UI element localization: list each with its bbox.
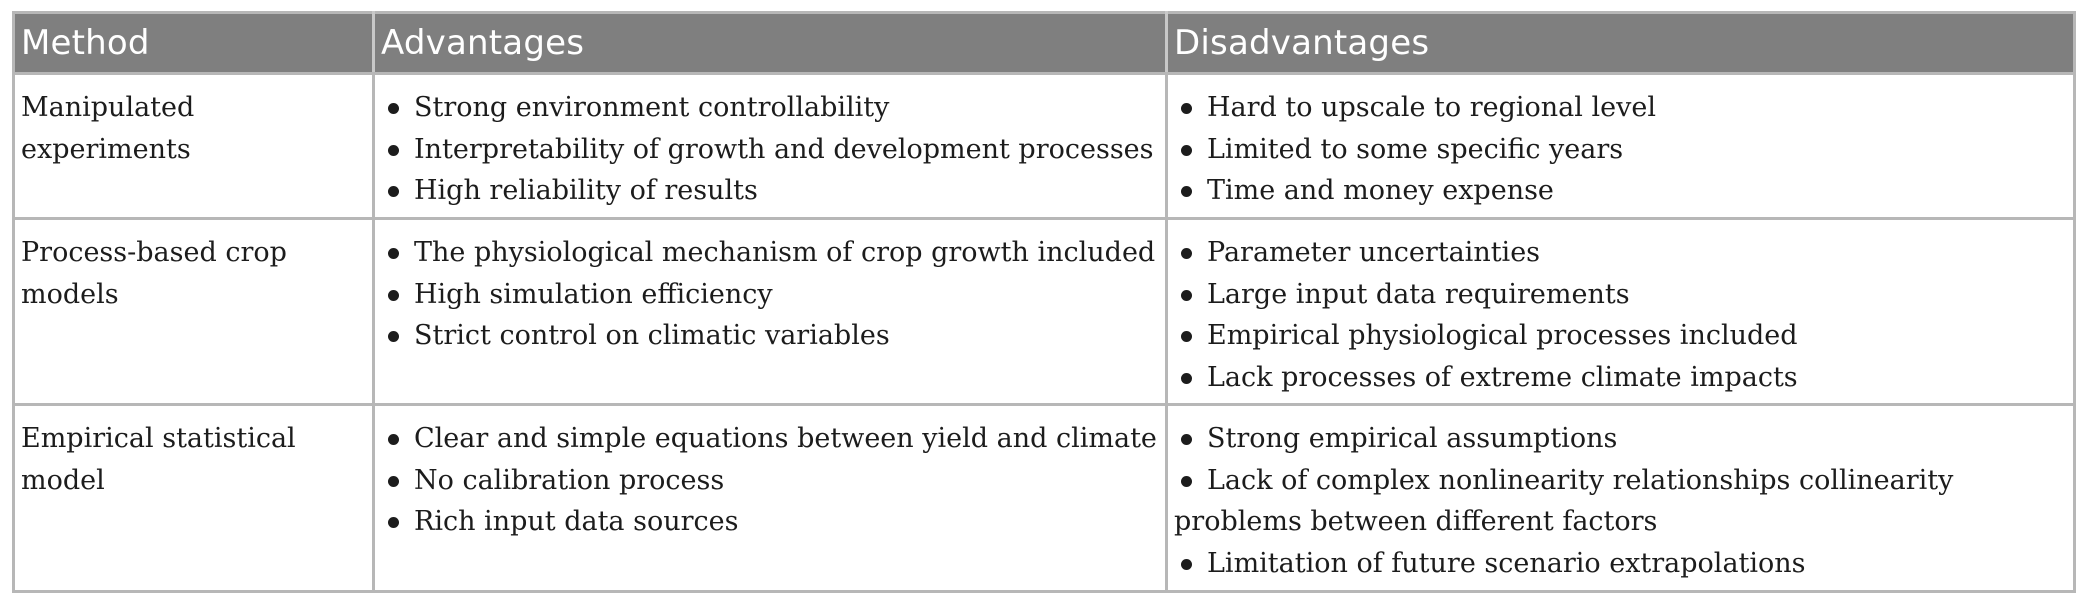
advantages-list: Strong environment controllability Inter… [381, 87, 1159, 212]
list-item: Lack of complex nonlinearity relationshi… [1174, 460, 2067, 543]
header-row: Method Advantages Disadvantages [13, 12, 2075, 75]
bullet-icon [1181, 475, 1192, 487]
list-item-text: Lack of complex nonlinearity relationshi… [1174, 464, 1954, 538]
list-item-text: Strong empirical assumptions [1207, 423, 1618, 454]
list-item-text: High simulation efficiency [414, 278, 773, 310]
disadvantages-list: Hard to upscale to regional level Limite… [1174, 87, 2067, 212]
advantages-cell: Clear and simple equations between yield… [372, 403, 1168, 593]
advantages-cell: Strong environment controllability Inter… [372, 72, 1168, 220]
list-item-text: High reliability of results [414, 175, 758, 206]
bullet-icon [1181, 289, 1192, 301]
list-item: Rich input data sources [381, 501, 1159, 543]
bullet-icon [388, 144, 399, 156]
disadvantages-cell: Hard to upscale to regional level Limite… [1165, 72, 2076, 220]
list-item-text: Strict control on climatic variables [414, 320, 890, 351]
bullet-icon [1181, 434, 1192, 445]
disadvantages-list: Strong empirical assumptions Lack of com… [1174, 418, 2067, 584]
bullet-icon [388, 103, 399, 114]
list-item: Hard to upscale to regional level [1174, 87, 2067, 129]
list-item: Time and money expense [1174, 170, 2067, 212]
list-item: Large input data requirements [1174, 274, 2067, 316]
list-item: No calibration process [381, 460, 1159, 502]
bullet-icon [388, 186, 399, 197]
list-item: High reliability of results [381, 170, 1159, 212]
list-item-text: Limitation of future scenario extrapolat… [1207, 547, 1806, 579]
list-item: The physiological mechanism of crop grow… [381, 232, 1159, 274]
list-item-text: Time and money expense [1207, 175, 1554, 206]
list-item: Lack processes of extreme climate impact… [1174, 357, 2067, 399]
disadvantages-cell: Strong empirical assumptions Lack of com… [1165, 403, 2076, 593]
list-item: Clear and simple equations between yield… [381, 418, 1159, 460]
list-item-text: Large input data requirements [1207, 278, 1630, 310]
comparison-table: Method Advantages Disadvantages Manipula… [12, 11, 2076, 593]
advantages-list: Clear and simple equations between yield… [381, 418, 1159, 543]
method-cell: Empirical statistical model [12, 403, 375, 593]
bullet-icon [388, 434, 399, 445]
list-item-text: Parameter uncertainties [1207, 237, 1541, 268]
method-cell: Process-based crop models [12, 217, 375, 406]
table-row: Process-based crop models The physiologi… [12, 217, 2076, 406]
list-item-text: Interpretability of growth and developme… [414, 133, 1154, 165]
disadvantages-cell: Parameter uncertainties Large input data… [1165, 217, 2076, 406]
list-item: Strict control on climatic variables [381, 315, 1159, 357]
list-item-text: The physiological mechanism of crop grow… [414, 237, 1156, 268]
list-item: Limitation of future scenario extrapolat… [1174, 543, 2067, 585]
list-item: Parameter uncertainties [1174, 232, 2067, 274]
list-item-text: Lack processes of extreme climate impact… [1207, 361, 1798, 393]
header-disadvantages: Disadvantages [1166, 12, 2075, 75]
disadvantages-list: Parameter uncertainties Large input data… [1174, 232, 2067, 398]
list-item: Strong empirical assumptions [1174, 418, 2067, 460]
list-item-text: Clear and simple equations between yield… [414, 423, 1157, 454]
bullet-icon [1181, 248, 1192, 259]
list-item: Strong environment controllability [381, 87, 1159, 129]
list-item-text: Empirical physiological processes includ… [1207, 320, 1798, 351]
list-item: Limited to some specific years [1174, 129, 2067, 171]
bullet-icon [388, 475, 399, 487]
list-item-text: Hard to upscale to regional level [1207, 92, 1656, 123]
table-row: Empirical statistical model Clear and si… [12, 403, 2076, 593]
list-item: High simulation efficiency [381, 274, 1159, 316]
bullet-icon [1181, 186, 1192, 197]
bullet-icon [1181, 558, 1192, 570]
header-method: Method [13, 12, 375, 75]
list-item: Empirical physiological processes includ… [1174, 315, 2067, 357]
list-item-text: Rich input data sources [414, 506, 739, 537]
list-item-text: No calibration process [414, 464, 725, 496]
list-item: Interpretability of growth and developme… [381, 129, 1159, 171]
bullet-icon [1181, 144, 1192, 156]
list-item-text: Limited to some specific years [1207, 133, 1624, 165]
list-item-text: Strong environment controllability [414, 92, 890, 123]
bullet-icon [1181, 331, 1192, 342]
bullet-icon [1181, 103, 1192, 114]
bullet-icon [1181, 372, 1192, 384]
bullet-icon [388, 331, 399, 342]
bullet-icon [388, 517, 399, 528]
advantages-cell: The physiological mechanism of crop grow… [372, 217, 1168, 406]
table-row: Manipulated experiments Strong environme… [12, 72, 2076, 220]
bullet-icon [388, 248, 399, 259]
method-cell: Manipulated experiments [12, 72, 375, 220]
bullet-icon [388, 289, 399, 301]
header-advantages: Advantages [373, 12, 1168, 75]
advantages-list: The physiological mechanism of crop grow… [381, 232, 1159, 357]
